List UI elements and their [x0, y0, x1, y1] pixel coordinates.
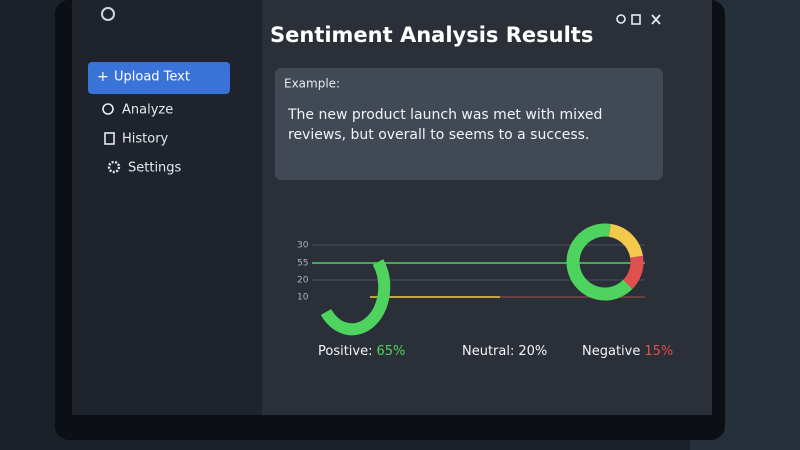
window-icon[interactable] — [631, 14, 641, 25]
result-value: 65% — [377, 344, 406, 359]
nav-active[interactable] — [88, 62, 230, 94]
nav-icon — [102, 103, 114, 115]
result-name: Neutral: — [462, 344, 514, 359]
result-label: Positive: 65% — [318, 344, 405, 359]
axis-label: 10 — [297, 293, 309, 303]
donut-segment — [622, 255, 644, 290]
axis-label: 20 — [297, 276, 309, 286]
result-label: Neutral: 20% — [462, 344, 547, 359]
example-heading: Example: — [284, 77, 340, 91]
close-icon[interactable] — [651, 14, 661, 25]
nav-icon — [107, 160, 121, 174]
result-name: Positive: — [318, 344, 373, 359]
nav-item[interactable]: Settings — [128, 161, 182, 176]
chart-arc — [320, 259, 391, 336]
result-value: 20% — [518, 344, 547, 359]
chart-area — [312, 244, 645, 336]
donut-segment — [566, 223, 633, 301]
app-logo — [101, 7, 115, 21]
nav-item[interactable]: Analyze — [122, 103, 173, 118]
example-box: The new product launch was met with mixe… — [288, 107, 603, 143]
nav-icon — [104, 132, 115, 145]
axis-label: 55 — [297, 259, 308, 269]
window-icon[interactable] — [616, 14, 626, 24]
example-card — [275, 68, 663, 180]
nav-item[interactable]: Upload Text — [114, 70, 190, 85]
page-title: Sentiment Analysis Results — [270, 23, 593, 47]
nav-icon: + — [97, 69, 109, 85]
window-controls — [616, 14, 661, 25]
donut-segment — [608, 223, 643, 259]
example-text: The new product launch was met with mixe… — [288, 107, 603, 143]
result-name: Negative — [582, 344, 640, 359]
nav-item[interactable]: History — [122, 132, 169, 147]
axis-label: 30 — [297, 241, 309, 251]
result-label: Negative 15% — [582, 344, 673, 359]
result-value: 15% — [644, 344, 673, 359]
